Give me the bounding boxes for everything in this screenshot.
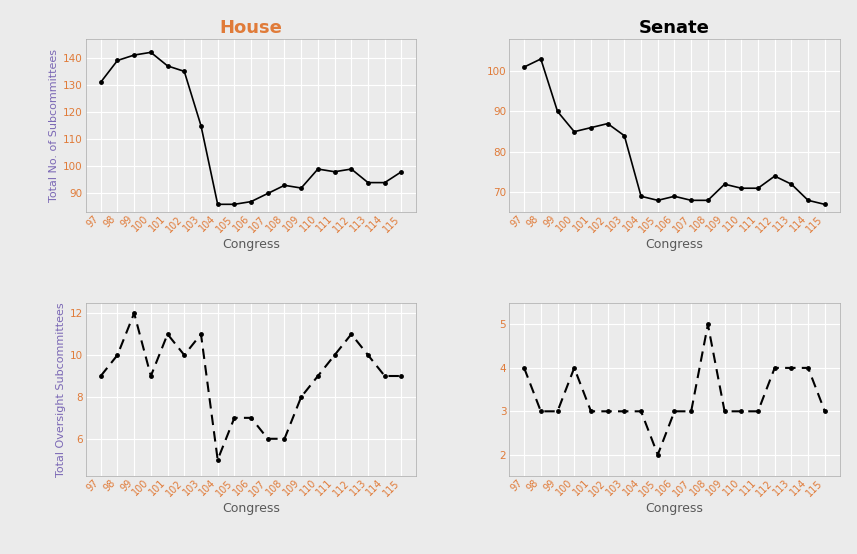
Y-axis label: Total No. of Subcommittees: Total No. of Subcommittees [49, 49, 59, 202]
X-axis label: Congress: Congress [645, 238, 704, 251]
X-axis label: Congress: Congress [222, 502, 280, 515]
X-axis label: Congress: Congress [222, 238, 280, 251]
Title: Senate: Senate [639, 19, 710, 37]
X-axis label: Congress: Congress [645, 502, 704, 515]
Y-axis label: Total Oversight Subcommittees: Total Oversight Subcommittees [56, 302, 65, 477]
Title: House: House [219, 19, 283, 37]
